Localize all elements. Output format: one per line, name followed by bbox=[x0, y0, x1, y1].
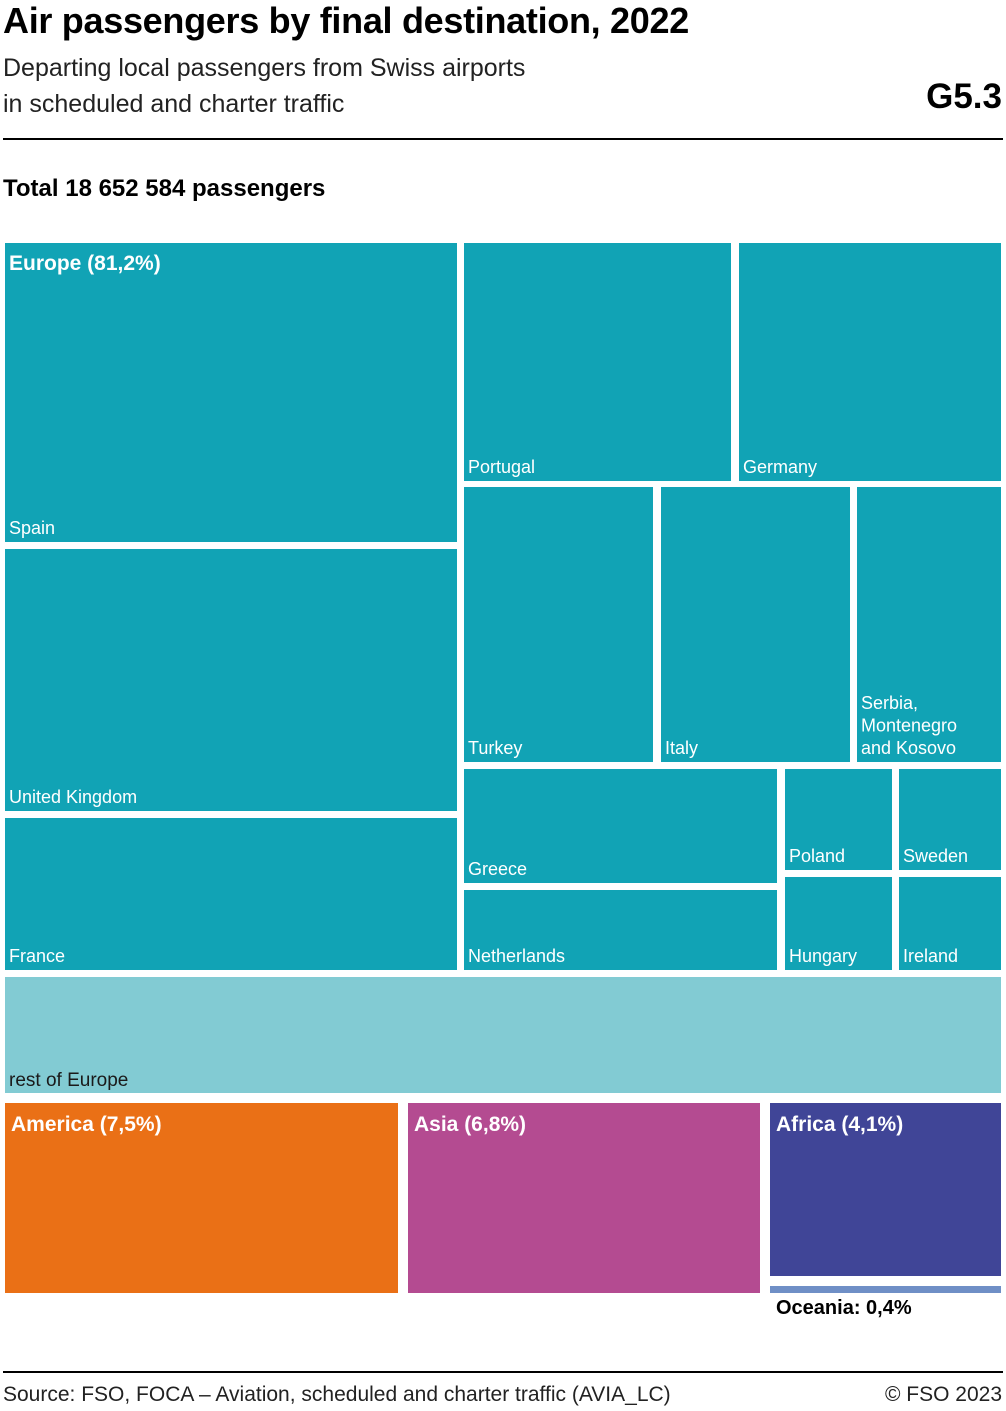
tile-hungary bbox=[785, 877, 892, 970]
subtitle-line-1: Departing local passengers from Swiss ai… bbox=[3, 54, 526, 82]
oceania-label: Oceania: 0,4% bbox=[776, 1297, 912, 1319]
tile-america bbox=[5, 1103, 398, 1293]
label-ireland: Ireland bbox=[903, 946, 958, 966]
tile-italy bbox=[661, 487, 850, 762]
tile-sweden bbox=[899, 769, 1001, 870]
group-label-asia: Asia (6,8%) bbox=[414, 1113, 526, 1136]
tile-rest-of-europe bbox=[5, 977, 1001, 1093]
label-italy: Italy bbox=[665, 738, 698, 758]
group-label-america: America (7,5%) bbox=[11, 1113, 162, 1136]
tile-africa bbox=[770, 1103, 1001, 1276]
tile-poland bbox=[785, 769, 892, 870]
label-france: France bbox=[9, 946, 65, 966]
tile-united-kingdom bbox=[5, 549, 457, 811]
tile-netherlands bbox=[464, 890, 777, 970]
source-note: Source: FSO, FOCA – Aviation, scheduled … bbox=[3, 1383, 671, 1406]
label-netherlands: Netherlands bbox=[468, 946, 565, 966]
label-greece: Greece bbox=[468, 859, 527, 879]
tile-germany bbox=[739, 243, 1001, 481]
group-label-africa: Africa (4,1%) bbox=[776, 1113, 903, 1136]
tile-asia bbox=[408, 1103, 760, 1293]
tile-greece bbox=[464, 769, 777, 883]
tile-spain bbox=[5, 243, 457, 542]
label-united-kingdom: United Kingdom bbox=[9, 787, 137, 807]
bottom-rule bbox=[3, 1371, 1003, 1373]
label-rest-of-europe: rest of Europe bbox=[9, 1070, 128, 1091]
total-label: Total 18 652 584 passengers bbox=[3, 175, 326, 202]
tile-portugal bbox=[464, 243, 731, 481]
group-label-europe: Europe (81,2%) bbox=[9, 252, 161, 275]
label-poland: Poland bbox=[789, 846, 845, 866]
tile-oceania bbox=[770, 1286, 1001, 1293]
tile-ireland bbox=[899, 877, 1001, 970]
top-rule bbox=[3, 138, 1003, 140]
tile-serbia-montenegro-and-kosovo bbox=[857, 487, 1001, 762]
label-turkey: Turkey bbox=[468, 738, 522, 758]
tile-france bbox=[5, 818, 457, 970]
chart-subtitle: Departing local passengers from Swiss ai… bbox=[3, 50, 703, 122]
label-serbia-montenegro-and-kosovo: Serbia, Montenegro and Kosovo bbox=[861, 693, 957, 758]
chart-code: G5.3 bbox=[926, 77, 1002, 116]
copyright: © FSO 2023 bbox=[884, 1383, 1002, 1406]
tile-turkey bbox=[464, 487, 653, 762]
label-sweden: Sweden bbox=[903, 846, 968, 866]
label-portugal: Portugal bbox=[468, 457, 535, 477]
label-spain: Spain bbox=[9, 518, 55, 538]
label-hungary: Hungary bbox=[789, 946, 857, 966]
chart-title: Air passengers by final destination, 202… bbox=[3, 0, 689, 41]
label-germany: Germany bbox=[743, 457, 817, 477]
subtitle-line-2: in scheduled and charter traffic bbox=[3, 90, 345, 118]
